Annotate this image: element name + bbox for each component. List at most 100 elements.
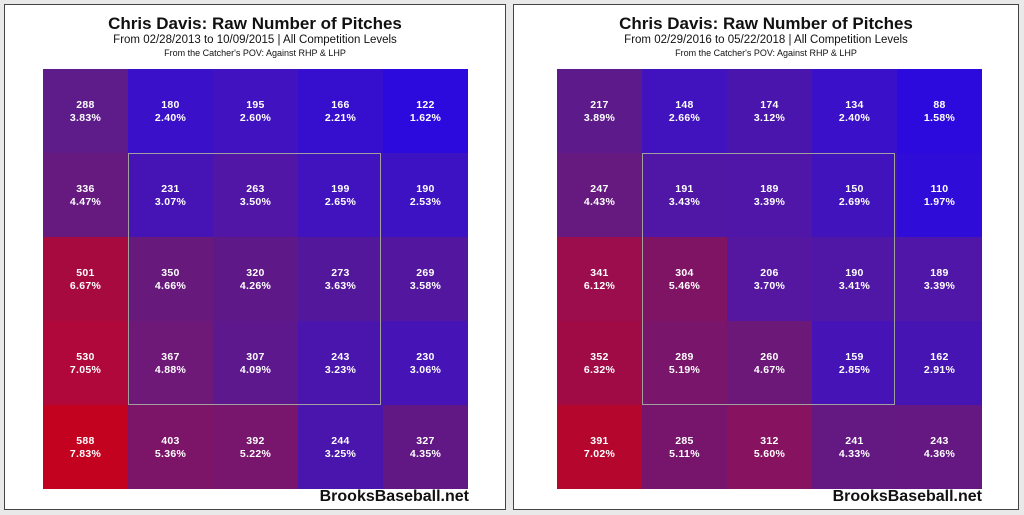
cell-pitch-percent: 2.21%: [324, 112, 357, 124]
cell-pitch-percent: 6.12%: [583, 280, 616, 292]
heatmap-cell-r3-c3: 320 4.26%: [213, 237, 298, 321]
heatmap-cell-r3-c1: 341 6.12%: [557, 237, 642, 321]
heatmap-cell-r4-c1: 352 6.32%: [557, 321, 642, 405]
cell-pitch-count: 263: [246, 183, 265, 195]
cell-pitch-count: 189: [930, 267, 949, 279]
cell-pitch-count: 501: [76, 267, 95, 279]
cell-pitch-percent: 4.88%: [154, 364, 187, 376]
cell-pitch-count: 288: [76, 99, 95, 111]
cell-pitch-count: 166: [331, 99, 350, 111]
brooksbaseball-watermark: BrooksBaseball.net: [832, 488, 982, 505]
cell-pitch-count: 341: [590, 267, 609, 279]
cell-pitch-count: 530: [76, 351, 95, 363]
cell-pitch-percent: 1.97%: [923, 196, 956, 208]
cell-pitch-percent: 3.63%: [324, 280, 357, 292]
heatmap-cell-r2-c5: 110 1.97%: [897, 153, 982, 237]
heatmap-cell-r4-c4: 159 2.85%: [812, 321, 897, 405]
heatmap-panel-2013-2015: Chris Davis: Raw Number of Pitches From …: [4, 4, 506, 510]
chart-subtitle: From 02/29/2016 to 05/22/2018 | All Comp…: [624, 34, 908, 46]
cell-pitch-percent: 4.66%: [154, 280, 187, 292]
cell-pitch-count: 289: [675, 351, 694, 363]
cell-pitch-count: 134: [845, 99, 864, 111]
cell-pitch-percent: 6.67%: [69, 280, 102, 292]
cell-pitch-percent: 2.40%: [154, 112, 187, 124]
cell-pitch-count: 180: [161, 99, 180, 111]
cell-pitch-percent: 3.12%: [753, 112, 786, 124]
cell-pitch-percent: 5.22%: [239, 448, 272, 460]
cell-pitch-percent: 4.47%: [69, 196, 102, 208]
heatmap-cell-r2-c3: 263 3.50%: [213, 153, 298, 237]
cell-pitch-count: 191: [675, 183, 694, 195]
cell-pitch-count: 350: [161, 267, 180, 279]
heatmap-cell-r4-c1: 530 7.05%: [43, 321, 128, 405]
chart-title: Chris Davis: Raw Number of Pitches: [108, 14, 402, 33]
cell-pitch-percent: 2.69%: [838, 196, 871, 208]
heatmap-cell-r1-c2: 148 2.66%: [642, 69, 727, 153]
heatmap-cell-r4-c5: 230 3.06%: [383, 321, 468, 405]
cell-pitch-percent: 5.11%: [669, 448, 700, 460]
cell-pitch-count: 403: [161, 435, 180, 447]
heatmap-cell-r1-c4: 166 2.21%: [298, 69, 383, 153]
cell-pitch-count: 217: [590, 99, 609, 111]
heatmap-cell-r5-c2: 403 5.36%: [128, 405, 213, 489]
chart-title: Chris Davis: Raw Number of Pitches: [619, 14, 913, 33]
heatmap-cell-r4-c3: 307 4.09%: [213, 321, 298, 405]
heatmap-cell-r3-c2: 304 5.46%: [642, 237, 727, 321]
cell-pitch-count: 247: [590, 183, 609, 195]
cell-pitch-percent: 7.83%: [69, 448, 102, 460]
cell-pitch-percent: 3.41%: [838, 280, 871, 292]
heatmap-cell-r5-c1: 391 7.02%: [557, 405, 642, 489]
heatmap-cell-r5-c3: 312 5.60%: [727, 405, 812, 489]
cell-pitch-count: 190: [845, 267, 864, 279]
heatmap-cell-r2-c4: 199 2.65%: [298, 153, 383, 237]
cell-pitch-count: 327: [416, 435, 435, 447]
cell-pitch-count: 588: [76, 435, 95, 447]
heatmap-cell-r2-c3: 189 3.39%: [727, 153, 812, 237]
cell-pitch-count: 336: [76, 183, 95, 195]
heatmap-cell-r3-c4: 190 3.41%: [812, 237, 897, 321]
cell-pitch-percent: 3.89%: [583, 112, 616, 124]
cell-pitch-percent: 3.39%: [923, 280, 956, 292]
cell-pitch-percent: 4.33%: [838, 448, 871, 460]
cell-pitch-percent: 4.35%: [409, 448, 442, 460]
heatmap-cell-r5-c1: 588 7.83%: [43, 405, 128, 489]
cell-pitch-count: 230: [416, 351, 435, 363]
cell-pitch-count: 243: [930, 435, 949, 447]
cell-pitch-percent: 3.50%: [239, 196, 272, 208]
cell-pitch-percent: 1.58%: [923, 112, 956, 124]
heatmap-cell-r1-c3: 195 2.60%: [213, 69, 298, 153]
heatmap-cell-r5-c3: 392 5.22%: [213, 405, 298, 489]
heatmap-cell-r3-c5: 269 3.58%: [383, 237, 468, 321]
heatmap-cell-r1-c5: 88 1.58%: [897, 69, 982, 153]
cell-pitch-percent: 3.70%: [753, 280, 786, 292]
heatmap-cell-r3-c2: 350 4.66%: [128, 237, 213, 321]
cell-pitch-percent: 4.26%: [239, 280, 272, 292]
cell-pitch-count: 260: [760, 351, 779, 363]
cell-pitch-count: 199: [331, 183, 350, 195]
cell-pitch-percent: 3.39%: [753, 196, 786, 208]
cell-pitch-count: 367: [161, 351, 180, 363]
cell-pitch-count: 122: [416, 99, 435, 111]
heatmap-cell-r4-c4: 243 3.23%: [298, 321, 383, 405]
heatmap-cell-r1-c1: 288 3.83%: [43, 69, 128, 153]
cell-pitch-percent: 2.91%: [923, 364, 956, 376]
heatmap-cell-r2-c2: 231 3.07%: [128, 153, 213, 237]
cell-pitch-count: 189: [760, 183, 779, 195]
heatmap-cell-r5-c5: 327 4.35%: [383, 405, 468, 489]
cell-pitch-count: 273: [331, 267, 350, 279]
heatmap-cell-r1-c5: 122 1.62%: [383, 69, 468, 153]
chart-note: From the Catcher's POV: Against RHP & LH…: [675, 48, 857, 58]
cell-pitch-percent: 2.60%: [239, 112, 272, 124]
cell-pitch-percent: 4.09%: [239, 364, 272, 376]
cell-pitch-percent: 3.06%: [409, 364, 442, 376]
heatmap-cell-r5-c2: 285 5.11%: [642, 405, 727, 489]
heatmap-cell-r1-c1: 217 3.89%: [557, 69, 642, 153]
cell-pitch-percent: 2.66%: [668, 112, 701, 124]
heatmap-cell-r2-c4: 150 2.69%: [812, 153, 897, 237]
cell-pitch-count: 243: [331, 351, 350, 363]
cell-pitch-percent: 1.62%: [409, 112, 442, 124]
cell-pitch-count: 195: [246, 99, 265, 111]
cell-pitch-count: 391: [590, 435, 609, 447]
cell-pitch-count: 110: [930, 183, 949, 195]
cell-pitch-percent: 5.36%: [154, 448, 187, 460]
